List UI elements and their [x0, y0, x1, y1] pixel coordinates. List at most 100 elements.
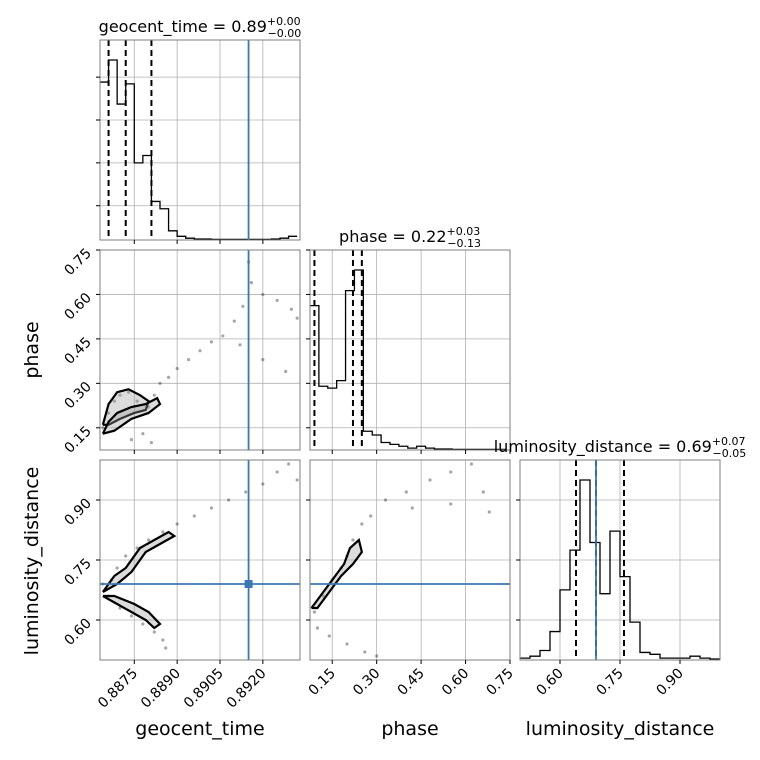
- sample-point: [209, 506, 214, 510]
- sample-point: [321, 594, 325, 598]
- sample-point: [286, 462, 291, 466]
- sample-point: [226, 498, 231, 502]
- sample-point: [175, 522, 179, 526]
- y-tick-label: 0.45: [61, 334, 94, 367]
- sample-point: [221, 334, 225, 338]
- axes-frame: [99, 39, 301, 241]
- x-tick-label: 0.8890: [138, 666, 184, 712]
- y-tick-label: 0.60: [61, 290, 94, 323]
- contour-line: [101, 396, 162, 435]
- x-tick-label: 0.60: [533, 666, 566, 699]
- sample-point: [360, 522, 364, 526]
- sample-point: [312, 610, 317, 614]
- x-tick-label: 0.45: [395, 666, 428, 699]
- sample-point: [152, 393, 156, 397]
- xlabel-phase: phase: [381, 718, 438, 740]
- sample-point: [101, 426, 105, 430]
- y-tick-label: 0.60: [61, 616, 94, 649]
- sample-point: [186, 358, 191, 362]
- sample-point: [284, 369, 288, 374]
- grid-lines: [310, 460, 511, 660]
- sample-point: [166, 375, 171, 380]
- grid-lines: [520, 460, 720, 660]
- sample-point: [369, 514, 373, 518]
- title-lower-error: −0.13: [447, 237, 481, 250]
- truth-marker: [244, 580, 253, 588]
- sample-point: [126, 390, 131, 394]
- histogram-luminosity_distance: [520, 479, 720, 660]
- sample-point: [295, 478, 299, 482]
- sample-point: [161, 530, 165, 534]
- contour-line: [101, 530, 177, 593]
- x-tick-label: 0.75: [593, 666, 626, 699]
- title-upper-error: +0.00: [267, 15, 301, 28]
- sample-point: [295, 316, 299, 320]
- sample-point: [175, 366, 179, 371]
- ylabel-phase: phase: [21, 321, 43, 378]
- title-text: luminosity_distance = 0.69: [494, 437, 712, 457]
- sample-point: [275, 298, 279, 302]
- title-lower-error: −0.00: [268, 27, 302, 40]
- x-tick-label: 0.8905: [181, 666, 227, 712]
- panel-content: [100, 460, 300, 660]
- sample-point: [115, 566, 119, 570]
- ylabel-luminosity-distance: luminosity_distance: [21, 467, 43, 656]
- x-tick-label: 0.60: [439, 666, 472, 699]
- sample-point: [141, 622, 145, 626]
- sample-point: [124, 554, 128, 558]
- sample-point: [232, 319, 236, 323]
- contour-line: [102, 594, 162, 630]
- sample-point: [275, 470, 279, 474]
- sample-point: [351, 538, 355, 542]
- x-tick-label: 0.8920: [224, 666, 270, 712]
- title-lower-error: −0.05: [713, 447, 747, 460]
- sample-point: [135, 399, 139, 403]
- x-tick-label: 0.30: [350, 666, 383, 699]
- sample-point: [404, 490, 408, 494]
- x-tick-label: 0.90: [653, 666, 686, 699]
- x-tick-label: 0.8875: [95, 666, 141, 712]
- sample-point: [449, 502, 453, 506]
- sample-point: [410, 506, 414, 510]
- sample-point: [428, 478, 432, 482]
- xlabel-geocent-time: geocent_time: [135, 718, 264, 740]
- grid-lines: [100, 249, 300, 450]
- sample-point: [375, 654, 379, 658]
- sample-point: [106, 411, 111, 415]
- y-tick-label: 0.30: [61, 379, 94, 412]
- sample-point: [146, 538, 151, 542]
- panel-content: [310, 462, 510, 658]
- histogram-geocent_time: [100, 59, 298, 241]
- title-text: geocent_time = 0.89: [99, 17, 267, 37]
- sample-point: [249, 280, 254, 285]
- sample-point: [327, 634, 331, 638]
- sample-point: [261, 358, 265, 362]
- grid-lines: [100, 40, 300, 240]
- axes-frame: [99, 249, 301, 451]
- x-tick-label: 0.75: [483, 666, 516, 699]
- sample-point: [289, 307, 294, 311]
- sample-point: [261, 292, 265, 297]
- sample-point: [129, 438, 134, 442]
- sample-point: [129, 614, 134, 618]
- title-text: phase = 0.22: [339, 227, 446, 246]
- sample-point: [112, 399, 116, 403]
- histogram-phase: [310, 269, 506, 451]
- title-upper-error: +0.03: [447, 225, 481, 238]
- sample-point: [469, 462, 474, 466]
- title-geocent-time: geocent_time = 0.89+0.00 −0.00: [99, 15, 302, 40]
- sample-point: [241, 304, 245, 308]
- sample-point: [487, 510, 491, 514]
- sample-point: [198, 349, 202, 353]
- sample-point: [383, 498, 388, 502]
- sample-point: [449, 470, 453, 474]
- sample-point: [161, 638, 165, 642]
- y-tick-label: 0.75: [61, 556, 94, 589]
- panel-content: [101, 250, 299, 450]
- sample-point: [149, 440, 154, 445]
- sample-point: [363, 650, 367, 654]
- sample-point: [481, 490, 485, 494]
- sample-point: [135, 546, 139, 550]
- sample-point: [244, 490, 248, 494]
